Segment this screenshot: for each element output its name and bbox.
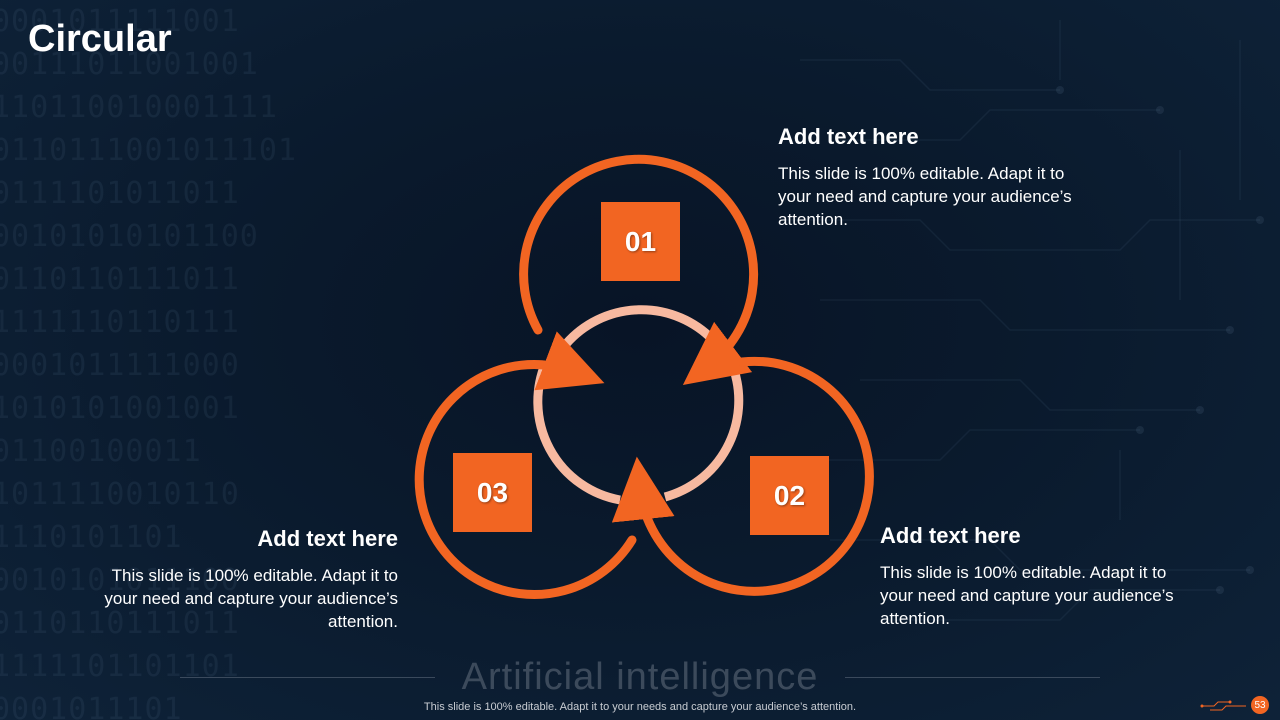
- inner-ring: [533, 305, 744, 505]
- footer-title: Artificial intelligence: [461, 656, 819, 698]
- inner-ring-segment-left: [533, 360, 621, 505]
- inner-ring-segment-top: [562, 305, 717, 347]
- step-heading-03: Add text here: [257, 526, 398, 551]
- step-text-01: Add text here This slide is 100% editabl…: [778, 124, 1078, 231]
- circuit-decoration-icon: [1200, 700, 1246, 711]
- step-body-03: This slide is 100% editable. Adapt it to…: [104, 566, 398, 631]
- inner-ring-segment-right: [663, 368, 744, 502]
- footer-note: This slide is 100% editable. Adapt it to…: [423, 701, 857, 713]
- step-number-02: 02: [750, 456, 829, 535]
- step-number-01: 01: [601, 202, 680, 281]
- loop-arrow-02: [611, 356, 874, 596]
- page-number-badge: 53: [1251, 696, 1269, 714]
- step-text-02: Add text here This slide is 100% editabl…: [880, 523, 1180, 630]
- step-number-03: 03: [453, 453, 532, 532]
- loop-arrow-03: [414, 331, 637, 599]
- step-heading-01: Add text here: [778, 124, 919, 149]
- step-heading-02: Add text here: [880, 523, 1021, 548]
- footer-line-left: [180, 677, 435, 678]
- loop-arrow-01: [519, 154, 759, 386]
- step-body-01: This slide is 100% editable. Adapt it to…: [778, 164, 1072, 229]
- slide-title: Circular: [28, 18, 172, 60]
- step-body-02: This slide is 100% editable. Adapt it to…: [880, 563, 1174, 628]
- footer-line-right: [845, 677, 1100, 678]
- step-text-03: Add text here This slide is 100% editabl…: [98, 526, 398, 633]
